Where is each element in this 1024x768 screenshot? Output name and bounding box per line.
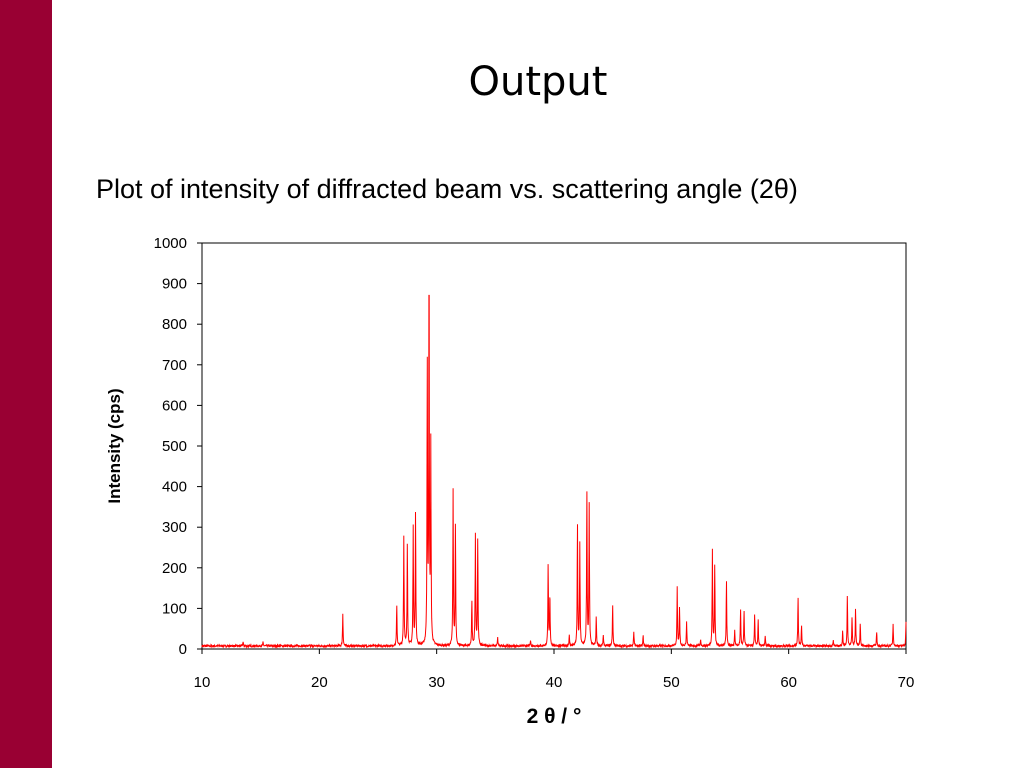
left-accent-bar — [0, 0, 52, 768]
slide-title: Output — [468, 59, 608, 105]
y-axis-ticks: 0 100 200 300 400 500 600 700 800 900 1000 — [154, 235, 202, 658]
y-tick-label: 200 — [162, 560, 187, 577]
y-tick-label: 1000 — [154, 235, 187, 252]
x-tick-label: 20 — [311, 674, 328, 691]
plot-area-frame — [201, 242, 907, 650]
y-tick-label: 800 — [162, 316, 187, 333]
x-tick-label: 50 — [663, 674, 680, 691]
y-tick-label: 700 — [162, 357, 187, 374]
y-tick-label: 500 — [162, 438, 187, 455]
y-tick-label: 400 — [162, 479, 187, 496]
x-tick-label: 60 — [780, 674, 797, 691]
diffraction-pattern-line — [201, 294, 907, 649]
y-tick-label: 100 — [162, 600, 187, 617]
y-tick-label: 300 — [162, 519, 187, 536]
x-axis-ticks: 10 20 30 40 50 60 70 — [194, 649, 915, 691]
x-tick-label: 30 — [428, 674, 445, 691]
y-axis-label: Intensity (cps) — [105, 388, 124, 503]
y-tick-label: 600 — [162, 397, 187, 414]
x-tick-label: 40 — [546, 674, 563, 691]
y-tick-label: 900 — [162, 276, 187, 293]
slide-subtitle: Plot of intensity of diffracted beam vs.… — [96, 174, 798, 204]
x-tick-label: 10 — [194, 674, 211, 691]
x-tick-label: 70 — [898, 674, 915, 691]
y-tick-label: 0 — [179, 641, 187, 658]
x-axis-label: 2 θ / ° — [527, 705, 582, 728]
